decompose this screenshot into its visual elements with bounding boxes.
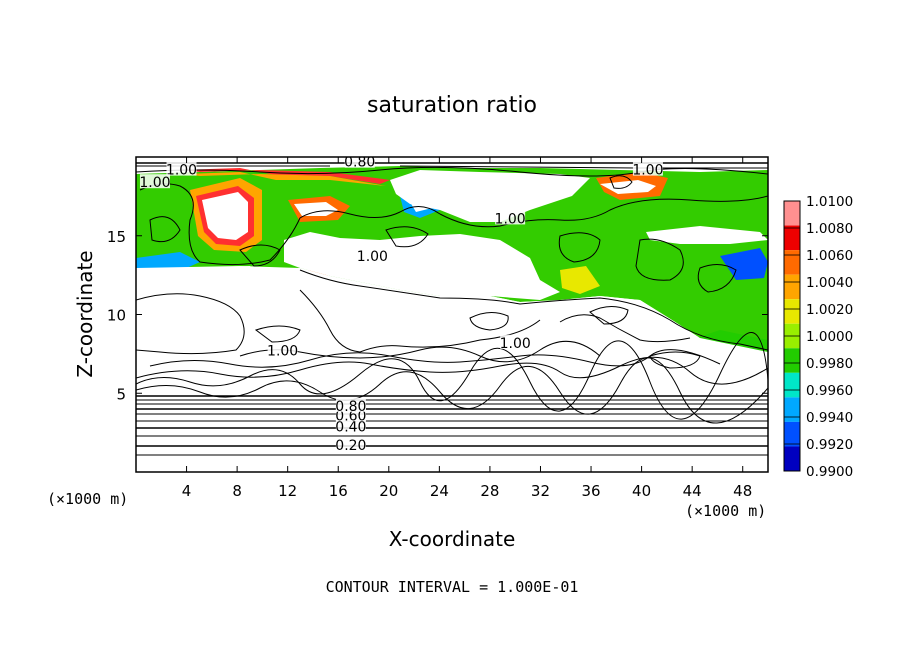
colorbar-level-label: 0.9980 — [806, 356, 853, 372]
x-tick-label: 36 — [581, 482, 600, 500]
x-tick-label: 16 — [329, 482, 348, 500]
colorbar-level-label: 0.9900 — [806, 464, 853, 480]
y-tick-label: 5 — [116, 385, 126, 403]
x-tick-label: 28 — [480, 482, 499, 500]
contour-label: 1.00 — [166, 163, 197, 179]
contour-label: 1.00 — [357, 249, 388, 265]
colorbar-swatch — [784, 372, 800, 398]
contour-label-bg — [335, 397, 366, 412]
colorbar-level-label: 1.0020 — [806, 302, 853, 318]
contour-interval-note: CONTOUR INTERVAL = 1.000E-01 — [326, 578, 579, 596]
y-axis: 5 10 15 — [107, 228, 768, 403]
plot-area: 1.00 0.80 1.001.001.001.001.00 1.000.200.40… — [136, 155, 768, 472]
colorbar-level-label: 1.0060 — [806, 248, 853, 264]
x-tick-label: 40 — [632, 482, 651, 500]
contour-label-bg — [139, 174, 170, 189]
contour-label: 1.00 — [139, 175, 170, 191]
y-axis-unit: (×1000 m) — [47, 490, 128, 508]
y-axis-title: Z-coordinate — [73, 250, 97, 377]
x-tick-label: 24 — [430, 482, 449, 500]
contour-label-bg — [357, 248, 388, 263]
colorbar-level-label: 1.0100 — [806, 194, 853, 210]
contour-label-bg — [500, 334, 531, 349]
x-axis-title: X-coordinate — [389, 527, 516, 551]
x-tick-label: 8 — [232, 482, 242, 500]
x-tick-label: 32 — [531, 482, 550, 500]
colorbar-swatch — [784, 250, 800, 275]
contour-label-bg — [166, 161, 197, 176]
colorbar-level-label: 1.0080 — [806, 221, 853, 237]
contour-label-bg — [495, 210, 526, 225]
contour-label-bg — [267, 342, 298, 357]
contour-label-bg — [335, 437, 366, 452]
x-tick-label: 20 — [379, 482, 398, 500]
colorbar-swatch — [784, 225, 800, 251]
colorbar-swatch — [784, 421, 800, 447]
colorbar-swatch — [784, 397, 800, 422]
x-tick-label: 4 — [182, 482, 192, 500]
saturation-field-shading — [136, 163, 768, 472]
colorbar-swatch — [784, 299, 800, 324]
contour-label-bg — [632, 161, 663, 176]
colorbar-level-label: 0.9940 — [806, 410, 853, 426]
contour-label: 0.80 — [335, 399, 366, 415]
contour-label: 0.80 — [344, 155, 375, 171]
colorbar-level-label: 0.9920 — [806, 437, 853, 453]
contour-label-bg — [335, 418, 366, 433]
y-tick-label: 15 — [107, 228, 126, 246]
colorbar-swatch — [784, 201, 800, 226]
colorbar-level-label: 1.0040 — [806, 275, 853, 291]
contour-label: 0.40 — [335, 419, 366, 435]
colorbar-swatch — [784, 446, 800, 471]
contour-label: 0.20 — [335, 438, 366, 454]
y-tick-label: 10 — [107, 307, 126, 325]
colorbar-level-label: 1.0000 — [806, 329, 853, 345]
colorbar-swatch — [784, 274, 800, 300]
contour-label: 1.00 — [632, 163, 663, 179]
contour-label: 1.00 — [500, 336, 531, 352]
contour-labels: 1.00 0.80 1.001.001.001.001.00 1.000.200.40… — [139, 155, 664, 454]
contour-label: 1.00 — [495, 211, 526, 227]
x-tick-label: 44 — [683, 482, 702, 500]
chart-title: saturation ratio — [367, 93, 537, 118]
colorbar-level-label: 0.9960 — [806, 383, 853, 399]
x-axis: 4 8 12 16 20 24 28 32 36 40 44 48 — [182, 157, 752, 500]
colorbar: 1.0100 1.0080 1.0060 1.0040 1.0020 1.0000 0.99… — [783, 194, 853, 480]
colorbar-swatch — [784, 348, 800, 373]
contour-label-bg — [344, 157, 375, 168]
x-tick-label: 48 — [733, 482, 752, 500]
x-tick-label: 12 — [278, 482, 297, 500]
x-axis-unit: (×1000 m) — [685, 502, 766, 520]
contour-label: 1.00 — [267, 344, 298, 360]
contour-label: 0.60 — [335, 408, 366, 424]
